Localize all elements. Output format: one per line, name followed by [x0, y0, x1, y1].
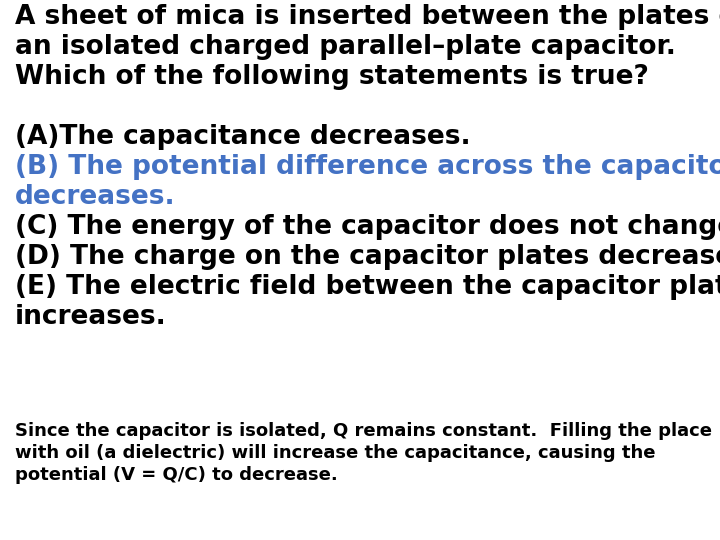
Text: A sheet of mica is inserted between the plates of: A sheet of mica is inserted between the … — [15, 4, 720, 30]
Text: Which of the following statements is true?: Which of the following statements is tru… — [15, 64, 649, 90]
Text: (B) The potential difference across the capacitor: (B) The potential difference across the … — [15, 154, 720, 180]
Text: (E) The electric field between the capacitor plates: (E) The electric field between the capac… — [15, 274, 720, 300]
Text: an isolated charged parallel–plate capacitor.: an isolated charged parallel–plate capac… — [15, 34, 676, 60]
Text: (C) The energy of the capacitor does not change.: (C) The energy of the capacitor does not… — [15, 214, 720, 240]
Text: (A)The capacitance decreases.: (A)The capacitance decreases. — [15, 124, 471, 150]
Text: decreases.: decreases. — [15, 184, 176, 210]
Text: (D) The charge on the capacitor plates decreases: (D) The charge on the capacitor plates d… — [15, 244, 720, 270]
Text: potential (V = Q/C) to decrease.: potential (V = Q/C) to decrease. — [15, 466, 338, 484]
Text: with oil (a dielectric) will increase the capacitance, causing the: with oil (a dielectric) will increase th… — [15, 444, 655, 462]
Text: Since the capacitor is isolated, Q remains constant.  Filling the place: Since the capacitor is isolated, Q remai… — [15, 422, 712, 440]
Text: increases.: increases. — [15, 304, 167, 330]
